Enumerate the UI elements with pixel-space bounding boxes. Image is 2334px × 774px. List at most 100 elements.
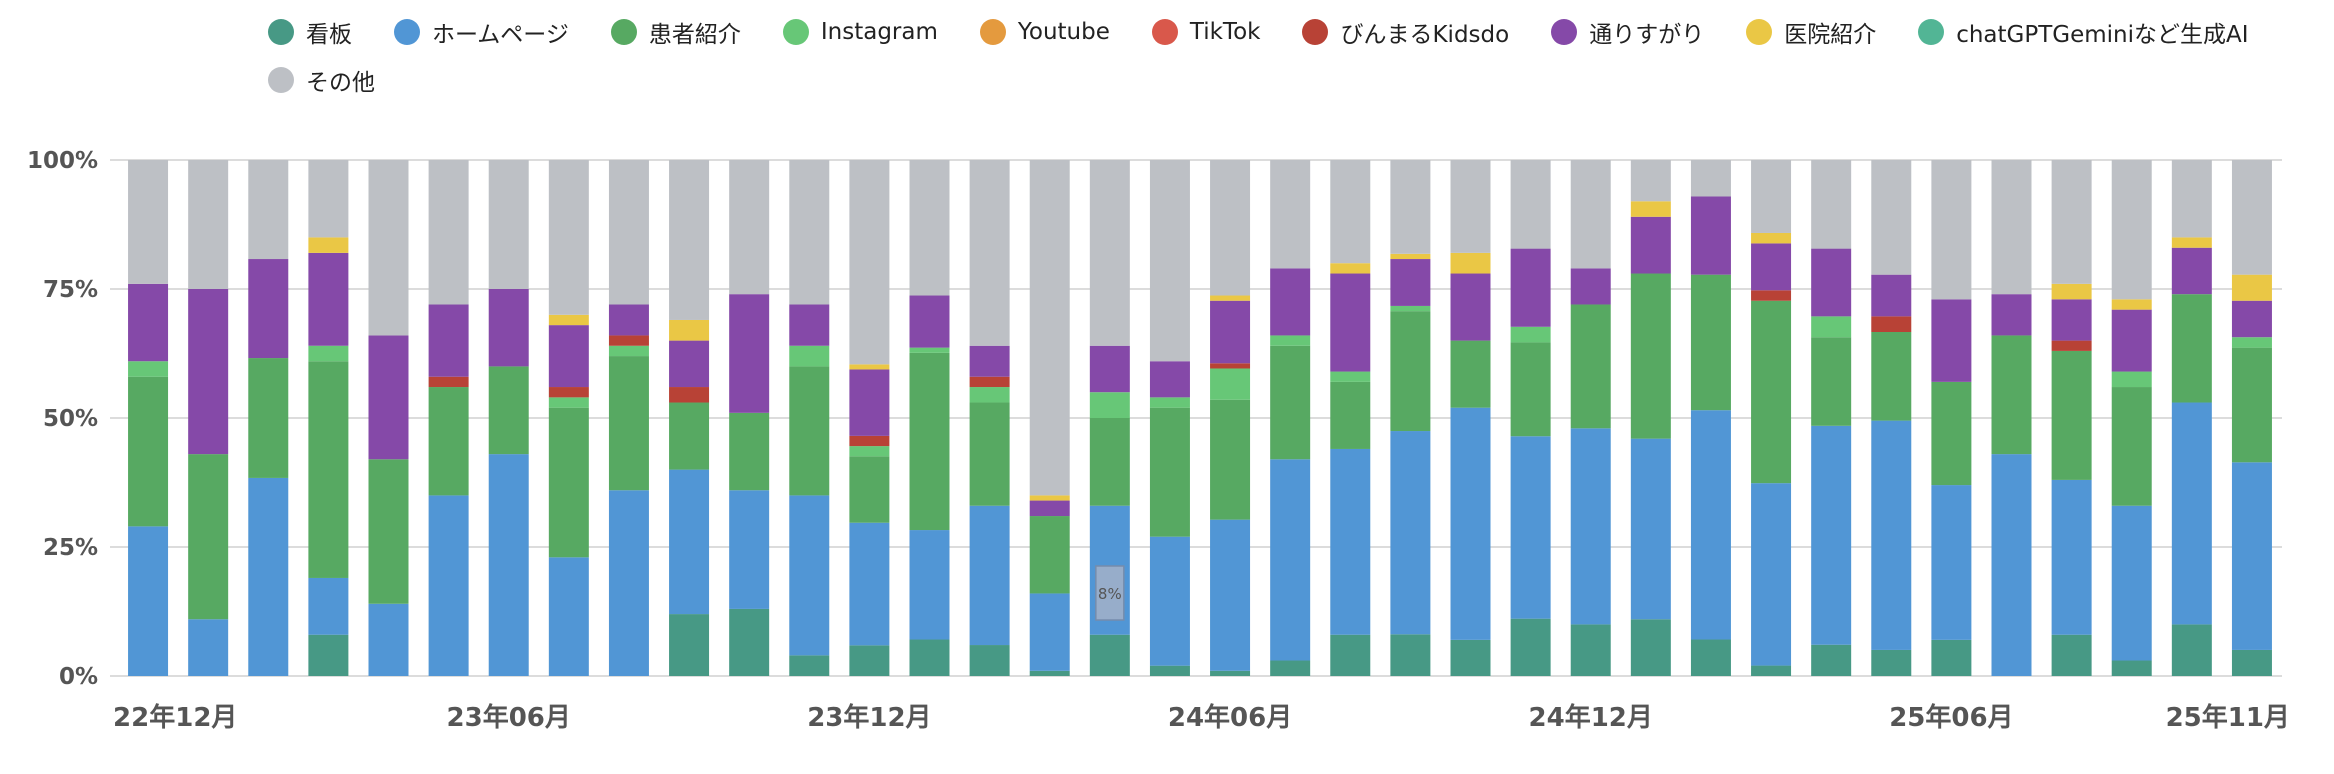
bar-segment[interactable]: [1570, 304, 1611, 429]
bar-segment[interactable]: [1871, 274, 1912, 317]
bar-segment[interactable]: [2171, 160, 2212, 238]
bar-segment[interactable]: [308, 345, 349, 362]
bar-segment[interactable]: [1510, 342, 1551, 437]
bar-segment[interactable]: [1149, 397, 1190, 408]
bar-segment[interactable]: [909, 160, 950, 296]
bar-segment[interactable]: [2051, 634, 2092, 676]
bar-segment[interactable]: [1149, 361, 1190, 398]
bar-segment[interactable]: [1390, 634, 1431, 676]
bar-segment[interactable]: [608, 160, 649, 305]
bar-segment[interactable]: [729, 294, 770, 413]
bar-segment[interactable]: [548, 397, 589, 408]
bar-stack[interactable]: [248, 160, 289, 676]
bar-segment[interactable]: [909, 530, 950, 640]
bar-segment[interactable]: [1690, 160, 1731, 197]
bar-segment[interactable]: [1210, 363, 1251, 369]
bar-stack[interactable]: [1630, 160, 1671, 676]
bar-segment[interactable]: [1390, 259, 1431, 306]
bar-segment[interactable]: [1811, 337, 1852, 426]
bar-segment[interactable]: [1991, 454, 2032, 676]
bar-segment[interactable]: [1510, 326, 1551, 343]
bar-segment[interactable]: [248, 160, 289, 260]
bar-segment[interactable]: [2111, 387, 2152, 506]
bar-segment[interactable]: [1991, 335, 2032, 455]
bar-segment[interactable]: [1210, 399, 1251, 520]
bar-segment[interactable]: [548, 325, 589, 388]
bar-stack[interactable]: [2231, 160, 2272, 676]
bar-segment[interactable]: [849, 645, 890, 676]
bar-segment[interactable]: [1270, 660, 1311, 676]
bar-segment[interactable]: [1450, 407, 1491, 640]
bar-segment[interactable]: [1751, 665, 1792, 676]
bar-segment[interactable]: [1210, 368, 1251, 400]
legend-item[interactable]: ホームページ: [394, 18, 569, 48]
bar-segment[interactable]: [2051, 340, 2092, 351]
bar-segment[interactable]: [608, 490, 649, 676]
bar-segment[interactable]: [969, 160, 1010, 346]
legend-item[interactable]: Youtube: [979, 18, 1110, 46]
bar-segment[interactable]: [1690, 410, 1731, 640]
bar-segment[interactable]: [1210, 519, 1251, 671]
bar-segment[interactable]: [789, 495, 830, 656]
bar-stack[interactable]: [428, 160, 469, 676]
bar-segment[interactable]: [1871, 316, 1912, 332]
bar-segment[interactable]: [1690, 639, 1731, 676]
bar-segment[interactable]: [1751, 160, 1792, 233]
bar-segment[interactable]: [128, 160, 169, 284]
bar-segment[interactable]: [669, 387, 710, 403]
bar-stack[interactable]: [1270, 160, 1311, 676]
bar-segment[interactable]: [1811, 425, 1852, 645]
bar-segment[interactable]: [969, 645, 1010, 676]
bar-segment[interactable]: [2171, 294, 2212, 403]
bar-stack[interactable]: [2111, 160, 2152, 676]
bar-segment[interactable]: [1690, 274, 1731, 411]
bar-segment[interactable]: [308, 252, 349, 346]
bar-segment[interactable]: [789, 366, 830, 496]
bar-segment[interactable]: [488, 366, 529, 455]
bar-segment[interactable]: [1270, 335, 1311, 346]
bar-segment[interactable]: [1270, 459, 1311, 661]
bar-stack[interactable]: [1089, 160, 1130, 676]
bar-segment[interactable]: [2051, 283, 2092, 300]
bar-segment[interactable]: [849, 160, 890, 365]
bar-segment[interactable]: [1991, 294, 2032, 336]
bar-segment[interactable]: [909, 352, 950, 531]
bar-segment[interactable]: [548, 387, 589, 398]
bar-segment[interactable]: [1089, 345, 1130, 393]
bar-segment[interactable]: [969, 402, 1010, 506]
bar-stack[interactable]: [1931, 160, 1972, 676]
legend-item[interactable]: 患者紹介: [610, 18, 741, 48]
bar-segment[interactable]: [1871, 649, 1912, 676]
bar-segment[interactable]: [128, 283, 169, 362]
bar-segment[interactable]: [548, 557, 589, 676]
bar-segment[interactable]: [1270, 345, 1311, 460]
bar-segment[interactable]: [1390, 311, 1431, 432]
bar-segment[interactable]: [1510, 160, 1551, 249]
bar-stack[interactable]: [1751, 160, 1792, 676]
bar-segment[interactable]: [428, 387, 469, 496]
bar-stack[interactable]: [1210, 160, 1251, 676]
bar-segment[interactable]: [2051, 479, 2092, 635]
bar-segment[interactable]: [729, 490, 770, 609]
bar-segment[interactable]: [729, 412, 770, 491]
bar-segment[interactable]: [1210, 670, 1251, 676]
bar-segment[interactable]: [248, 358, 289, 478]
bar-segment[interactable]: [368, 459, 409, 604]
bar-stack[interactable]: [1871, 160, 1912, 676]
bar-stack[interactable]: [1570, 160, 1611, 676]
bar-segment[interactable]: [1991, 160, 2032, 295]
bar-stack[interactable]: [1390, 160, 1431, 676]
bar-segment[interactable]: [1570, 624, 1611, 676]
bar-segment[interactable]: [669, 402, 710, 470]
bar-segment[interactable]: [1089, 634, 1130, 676]
bar-segment[interactable]: [488, 160, 529, 289]
bar-segment[interactable]: [308, 577, 349, 635]
bar-segment[interactable]: [188, 454, 229, 620]
bar-stack[interactable]: [1991, 160, 2032, 676]
bar-segment[interactable]: [789, 655, 830, 676]
bar-stack[interactable]: [188, 160, 229, 676]
bar-segment[interactable]: [1570, 268, 1611, 305]
bar-segment[interactable]: [969, 345, 1010, 377]
bar-segment[interactable]: [128, 526, 169, 676]
bar-segment[interactable]: [248, 477, 289, 676]
